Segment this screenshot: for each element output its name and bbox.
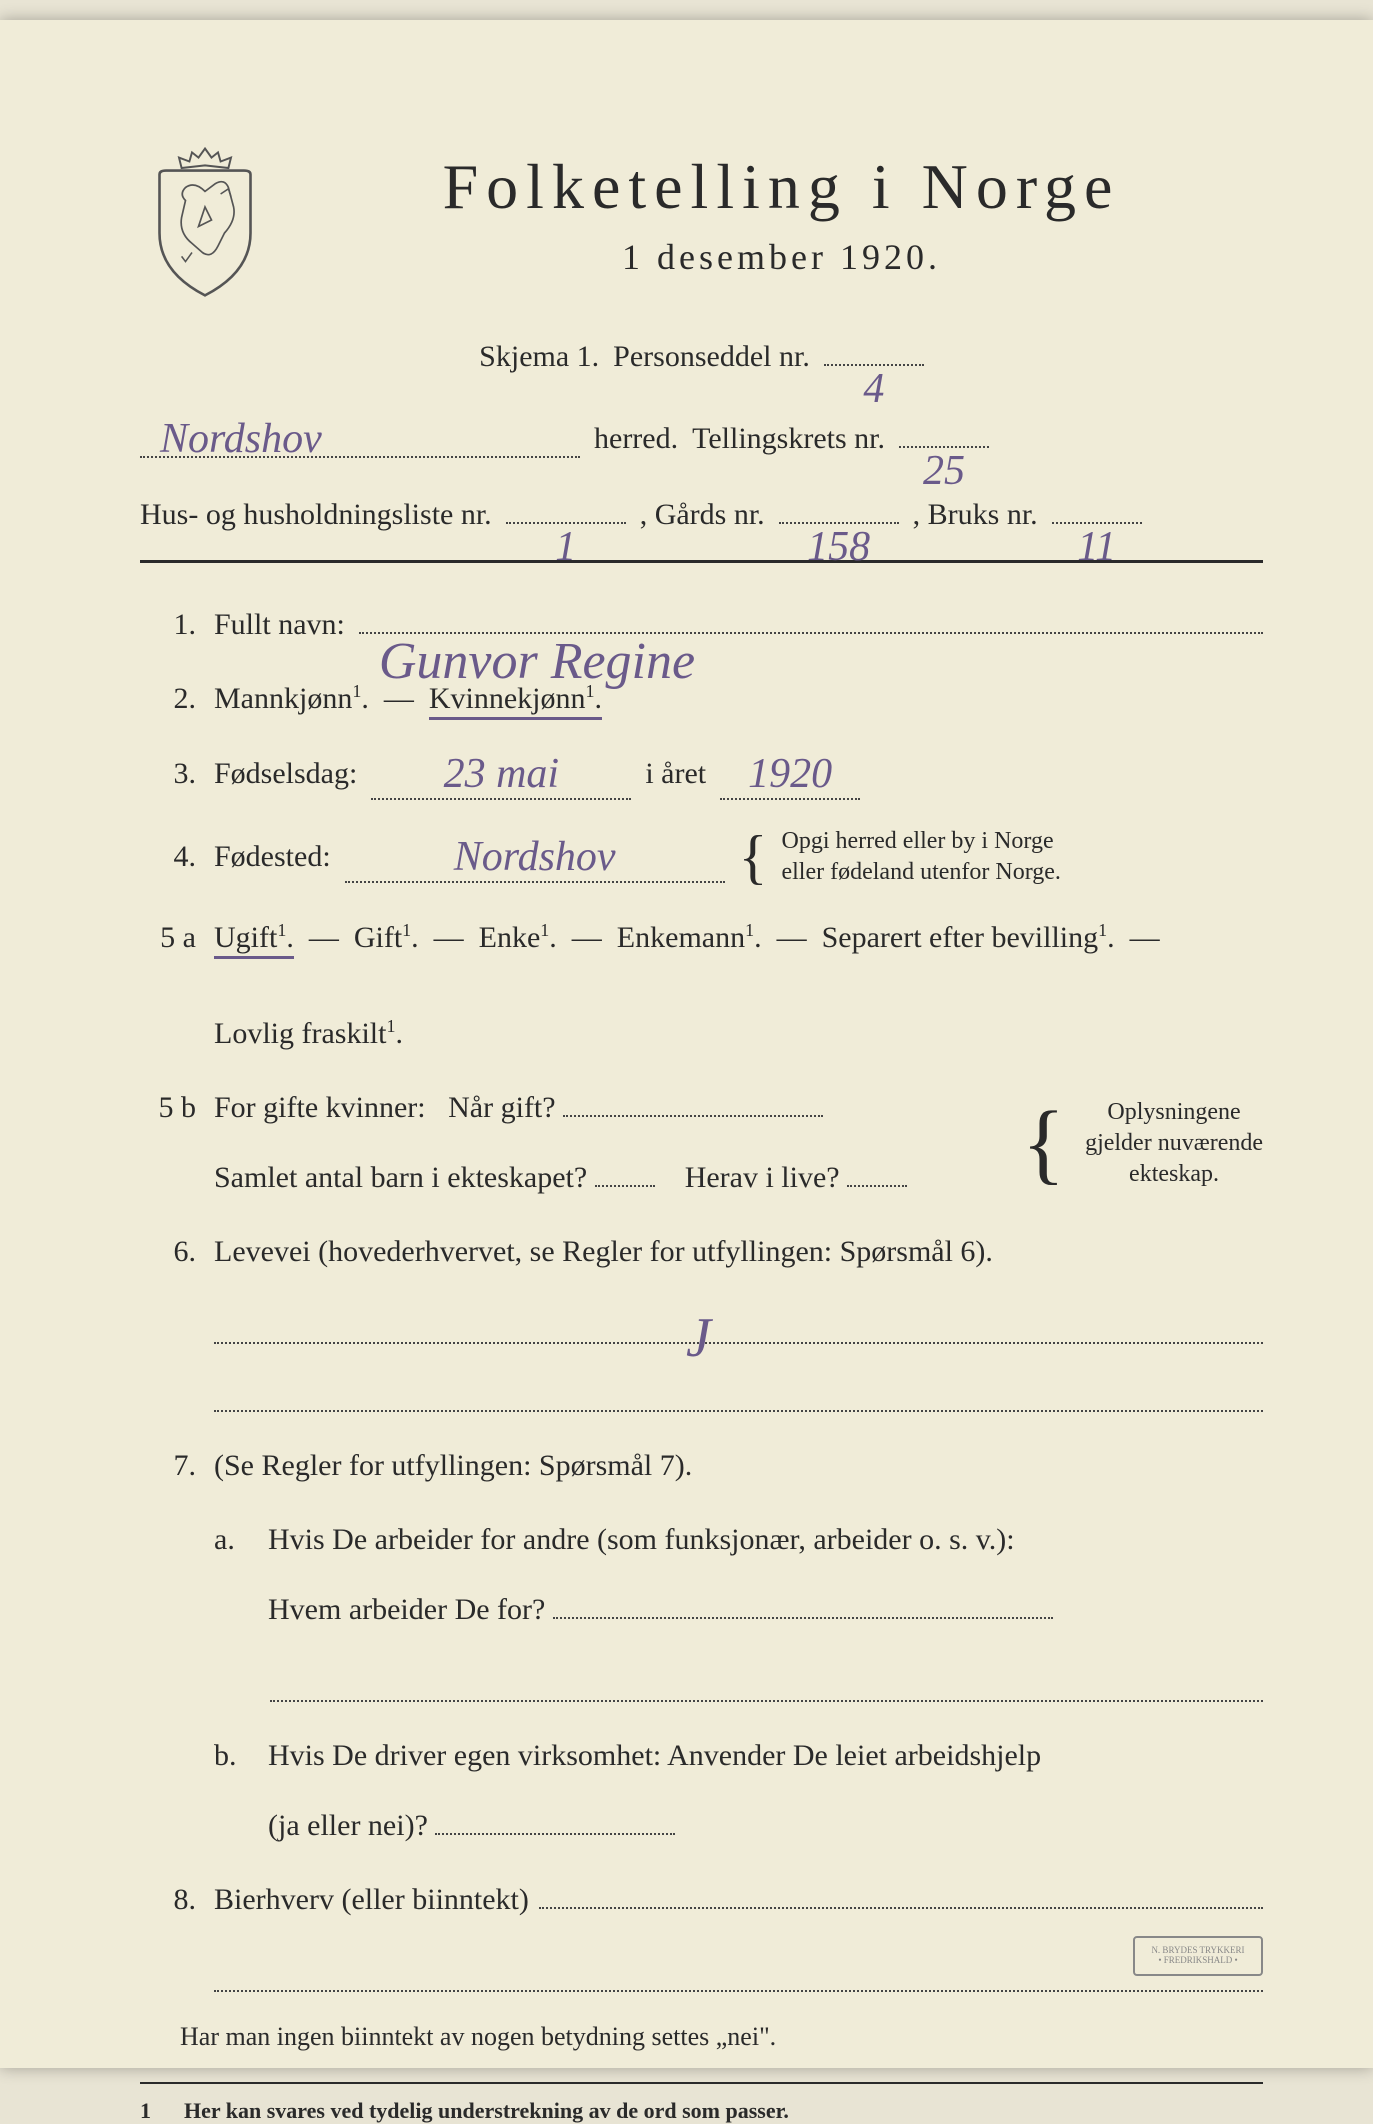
personseddel-field[interactable]: 4: [824, 364, 924, 366]
question-7: 7. (Se Regler for utfyllingen: Spørsmål …: [140, 1442, 1263, 1490]
question-7b: b. Hvis De driver egen virksomhet: Anven…: [214, 1732, 1263, 1850]
brace-icon: {: [1022, 1121, 1065, 1166]
q3-year-value: 1920: [748, 751, 832, 797]
subtitle: 1 desember 1920.: [300, 236, 1263, 278]
q8-num: 8.: [140, 1876, 196, 1924]
q3-num: 3.: [140, 750, 196, 798]
q4-label: Fødested:: [214, 833, 331, 881]
herred-field[interactable]: Nordshov: [140, 414, 580, 458]
q7b-field[interactable]: [435, 1833, 675, 1835]
q3-year-label: i året: [645, 750, 706, 798]
footnote-num: 1: [140, 2098, 164, 2124]
q1-label: Fullt navn:: [214, 601, 345, 649]
q3-year-field[interactable]: 1920: [720, 749, 860, 800]
question-5a: 5 a Ugift1. — Gift1. — Enke1. — Enkemann…: [140, 914, 1263, 1058]
q7b-sub: (ja eller nei)?: [268, 1809, 428, 1842]
question-8: 8. Bierhverv (eller biinntekt): [140, 1876, 1263, 1924]
q7a-text: Hvis De arbeider for andre (som funksjon…: [268, 1523, 1015, 1556]
question-7a: a. Hvis De arbeider for andre (som funks…: [214, 1516, 1263, 1634]
q7b-text: Hvis De driver egen virksomhet: Anvender…: [268, 1739, 1041, 1772]
q7-num: 7.: [140, 1442, 196, 1490]
question-6: 6. Levevei (hovederhvervet, se Regler fo…: [140, 1228, 1263, 1276]
q6-hw: J: [686, 1310, 711, 1352]
q5b-q1-field[interactable]: [563, 1115, 823, 1117]
q5a-opt-ugift[interactable]: Ugift1.: [214, 921, 294, 959]
header: Folketelling i Norge 1 desember 1920.: [140, 140, 1263, 300]
main-title: Folketelling i Norge: [300, 150, 1263, 224]
gards-field[interactable]: 158: [779, 522, 899, 524]
footnote: 1 Her kan svares ved tydelig understrekn…: [140, 2082, 1263, 2124]
tellingskrets-label: Tellingskrets nr.: [692, 422, 885, 456]
q7b-letter: b.: [214, 1732, 250, 1780]
printer-stamp: N. BRYDES TRYKKERI • FREDRIKSHALD •: [1133, 1936, 1263, 1976]
q5b-q3-field[interactable]: [847, 1185, 907, 1187]
herred-value: Nordshov: [160, 416, 322, 462]
q3-label: Fødselsdag:: [214, 750, 357, 798]
q4-num: 4.: [140, 833, 196, 881]
q8-label: Bierhverv (eller biinntekt): [214, 1876, 529, 1924]
meta-herred-row: Nordshov herred. Tellingskrets nr. 25: [140, 414, 1263, 458]
q5a-opt-separert[interactable]: Separert efter bevilling1.: [822, 921, 1115, 954]
q1-num: 1.: [140, 601, 196, 649]
footnote-text: Her kan svares ved tydelig understreknin…: [184, 2098, 789, 2124]
question-3: 3. Fødselsdag: 23 mai i året 1920: [140, 749, 1263, 800]
q1-field[interactable]: Gunvor Regine: [359, 632, 1263, 634]
bruks-field[interactable]: 11: [1052, 522, 1142, 524]
q5b-note: Oplysningene gjelder nuværende ekteskap.: [1085, 1097, 1263, 1191]
q5b-label: For gifte kvinner:: [214, 1091, 426, 1124]
q7-intro: (Se Regler for utfyllingen: Spørsmål 7).: [214, 1442, 1263, 1490]
q5b-num: 5 b: [140, 1084, 196, 1132]
census-form-page: Folketelling i Norge 1 desember 1920. Sk…: [0, 20, 1373, 2068]
question-1: 1. Fullt navn: Gunvor Regine: [140, 601, 1263, 649]
q6-text: Levevei (hovederhvervet, se Regler for u…: [214, 1228, 1263, 1276]
q4-field[interactable]: Nordshov: [345, 832, 725, 883]
q5a-opt-enkemann[interactable]: Enkemann1.: [617, 921, 762, 954]
q3-day-field[interactable]: 23 mai: [371, 749, 631, 800]
hushold-label: Hus- og husholdningsliste nr.: [140, 498, 492, 532]
q4-value: Nordshov: [454, 834, 616, 880]
q6-num: 6.: [140, 1228, 196, 1276]
brace-icon: {: [739, 839, 768, 875]
q7a-field[interactable]: [553, 1617, 1053, 1619]
skjema-label: Skjema 1.: [479, 340, 599, 374]
q7a-letter: a.: [214, 1516, 250, 1564]
q8-line[interactable]: [214, 1954, 1263, 1992]
hushold-field[interactable]: 1: [506, 522, 626, 524]
bruks-label: , Bruks nr.: [913, 498, 1038, 532]
q5a-num: 5 a: [140, 914, 196, 962]
q2-num: 2.: [140, 675, 196, 723]
question-5b: 5 b For gifte kvinner: Når gift? Samlet …: [140, 1084, 1263, 1202]
q6-line1[interactable]: J: [214, 1306, 1263, 1344]
q3-day-value: 23 mai: [444, 751, 560, 797]
q5a-opt-fraskilt[interactable]: Lovlig fraskilt1.: [214, 1017, 403, 1050]
coat-of-arms-icon: [140, 140, 270, 300]
title-block: Folketelling i Norge 1 desember 1920.: [300, 140, 1263, 278]
q5b-q2-field[interactable]: [595, 1185, 655, 1187]
q5b-q1: Når gift?: [448, 1091, 555, 1124]
personseddel-label: Personseddel nr.: [613, 340, 810, 374]
q7a-sub: Hvem arbeider De for?: [268, 1593, 545, 1626]
q5a-opt-gift[interactable]: Gift1.: [354, 921, 419, 954]
q5b-q2: Samlet antal barn i ekteskapet?: [214, 1161, 587, 1194]
q4-note: Opgi herred eller by i Norge eller fødel…: [781, 826, 1060, 888]
tellingskrets-field[interactable]: 25: [899, 446, 989, 448]
meta-hushold-row: Hus- og husholdningsliste nr. 1 , Gårds …: [140, 498, 1263, 532]
meta-skjema-row: Skjema 1. Personseddel nr. 4: [140, 340, 1263, 374]
question-2: 2. Mannkjønn1. — Kvinnekjønn1.: [140, 675, 1263, 723]
q2-male[interactable]: Mannkjønn1.: [214, 682, 369, 715]
q8-field[interactable]: [539, 1907, 1263, 1909]
gards-label: , Gårds nr.: [640, 498, 765, 532]
q7a-line[interactable]: [270, 1664, 1263, 1702]
q6-line2[interactable]: [214, 1374, 1263, 1412]
question-4: 4. Fødested: Nordshov { Opgi herred elle…: [140, 826, 1263, 888]
q5b-q3: Herav i live?: [685, 1161, 840, 1194]
q5a-opt-enke[interactable]: Enke1.: [479, 921, 557, 954]
herred-label: herred.: [594, 422, 678, 456]
